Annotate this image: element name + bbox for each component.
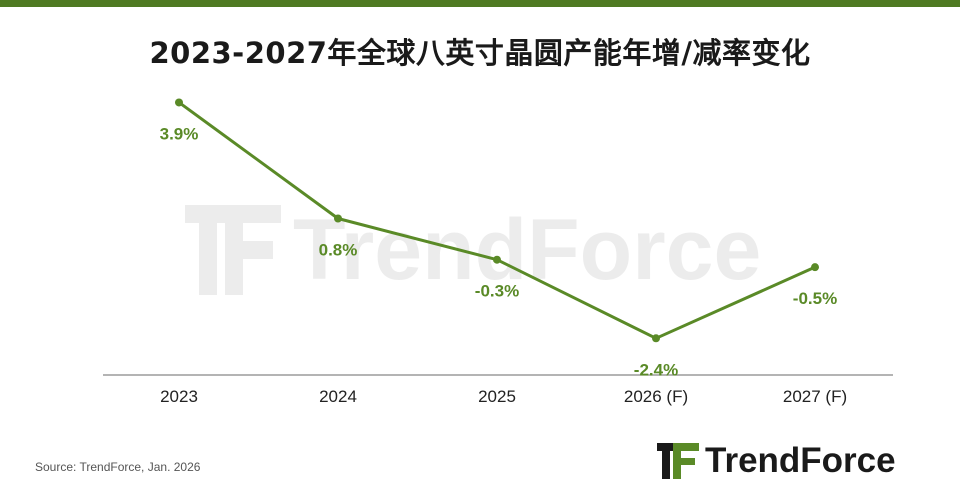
brand-logo: TrendForce — [657, 441, 947, 481]
top-accent-bar — [0, 0, 960, 7]
x-tick-label: 2025 — [478, 387, 516, 406]
x-tick-label: 2027 (F) — [783, 387, 847, 406]
chart-title: 2023-2027年全球八英寸晶圆产能年增/减率变化 — [149, 36, 811, 70]
series-layer — [175, 98, 819, 343]
data-label: 0.8% — [319, 241, 358, 260]
source-note: Source: TrendForce, Jan. 2026 — [35, 460, 201, 474]
data-point — [493, 255, 501, 264]
brand-name: TrendForce — [705, 441, 896, 480]
data-point — [334, 214, 342, 223]
data-label: 3.9% — [160, 124, 199, 143]
data-label: -0.3% — [475, 282, 519, 301]
x-tick-label: 2024 — [319, 387, 357, 406]
x-tick-layer: 2023 2024 2025 2026 (F) 2027 (F) — [160, 387, 847, 406]
series-line — [178, 101, 816, 340]
data-label: -2.4% — [634, 360, 678, 379]
data-point — [652, 334, 660, 343]
x-tick-label: 2023 — [160, 387, 198, 406]
data-label: -0.5% — [793, 289, 837, 308]
data-point — [175, 98, 183, 107]
data-label-layer: 3.9% 0.8% -0.3% -2.4% -0.5% — [160, 124, 838, 379]
trendforce-logo-icon — [657, 443, 699, 479]
data-point — [811, 263, 819, 272]
x-tick-label: 2026 (F) — [624, 387, 688, 406]
